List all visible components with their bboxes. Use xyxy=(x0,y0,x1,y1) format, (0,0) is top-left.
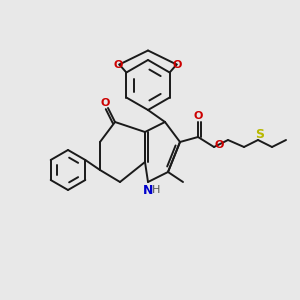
Text: S: S xyxy=(256,128,265,140)
Text: O: O xyxy=(100,98,110,108)
Text: O: O xyxy=(214,140,224,150)
Text: O: O xyxy=(193,111,203,121)
Text: O: O xyxy=(114,59,123,70)
Text: O: O xyxy=(173,59,182,70)
Text: H: H xyxy=(152,185,160,195)
Text: N: N xyxy=(143,184,153,196)
